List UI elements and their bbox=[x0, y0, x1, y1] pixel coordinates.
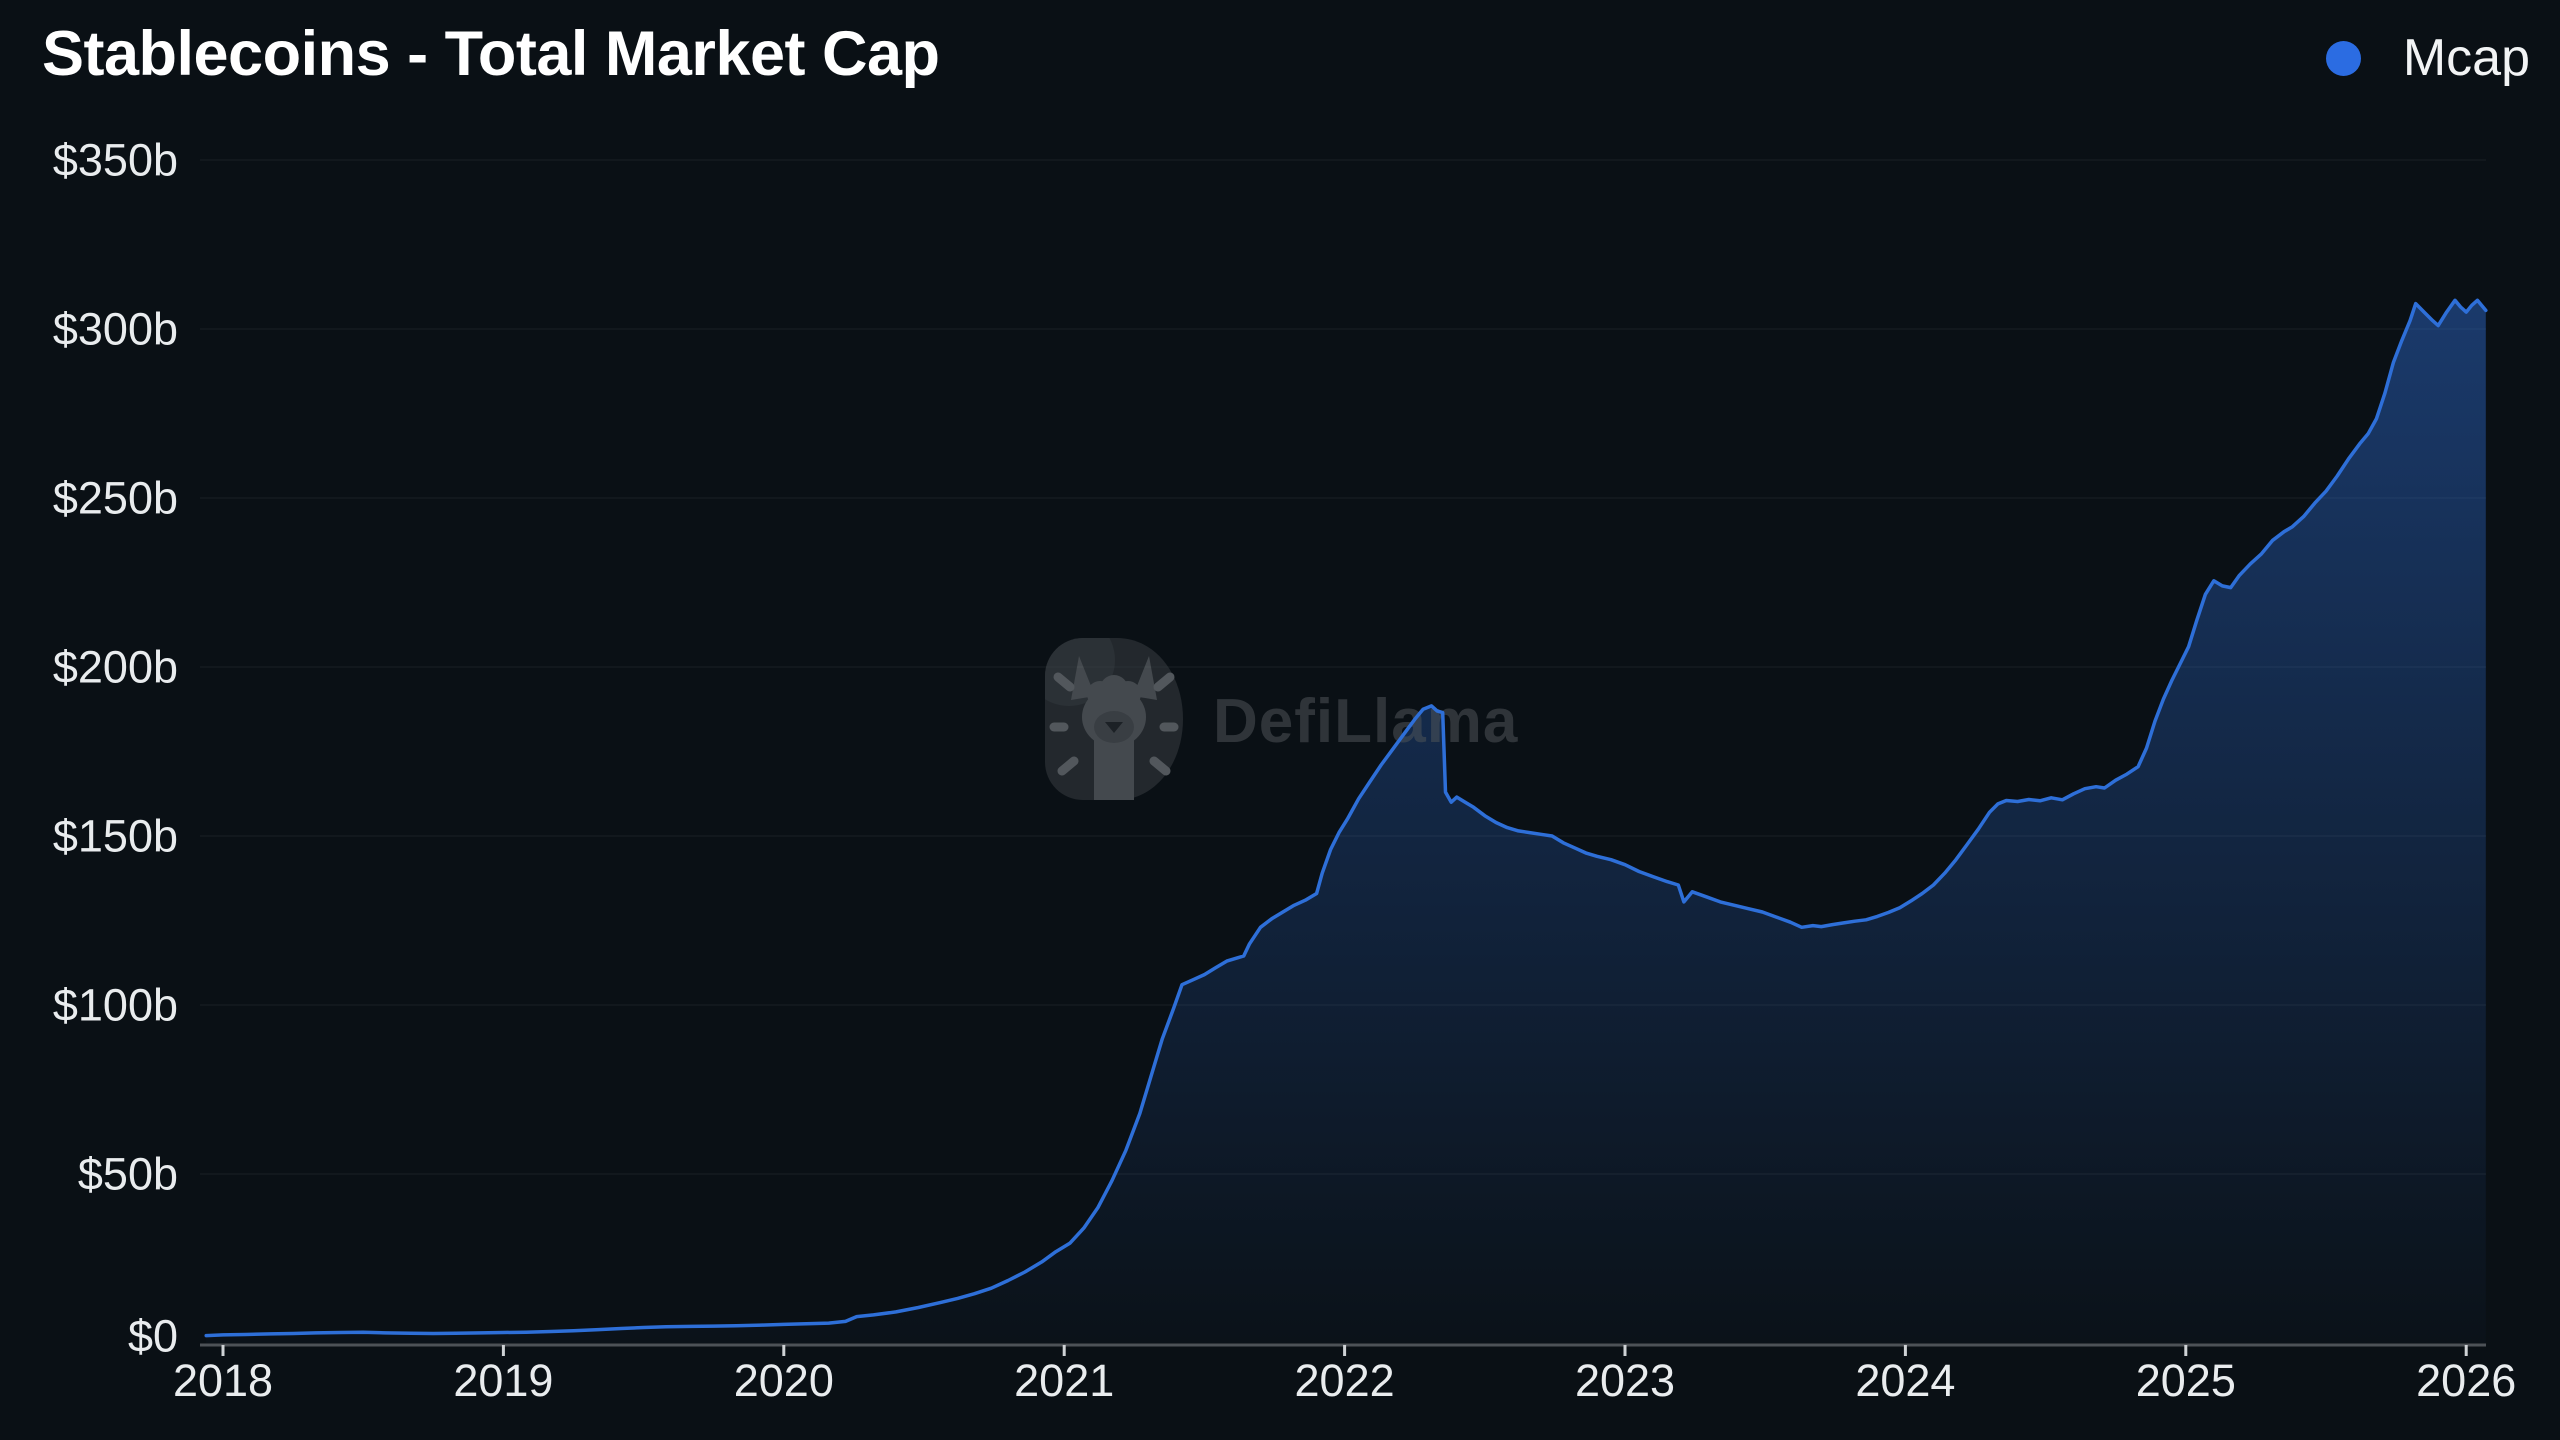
x-axis-label-2026: 2026 bbox=[2416, 1355, 2516, 1406]
y-axis-labels: $0 $50b $100b $150b $200b $250b $300b $350b bbox=[53, 135, 178, 1362]
x-axis-ticks bbox=[221, 1345, 2468, 1356]
y-axis-label-100: $100b bbox=[53, 980, 178, 1031]
legend-label: Mcap bbox=[2402, 29, 2530, 87]
y-axis-label-50: $50b bbox=[78, 1149, 178, 1200]
legend-dot-icon bbox=[2325, 40, 2361, 76]
x-axis-label-2024: 2024 bbox=[1855, 1355, 1955, 1406]
x-axis-label-2020: 2020 bbox=[734, 1355, 834, 1406]
x-axis-label-2022: 2022 bbox=[1295, 1355, 1395, 1406]
defillama-watermark: DefiLlama bbox=[1045, 638, 1518, 800]
y-axis-label-350: $350b bbox=[53, 135, 178, 186]
llama-icon bbox=[1049, 656, 1179, 800]
legend-mcap[interactable]: Mcap bbox=[2325, 26, 2530, 90]
x-axis-label-2023: 2023 bbox=[1575, 1355, 1675, 1406]
page-title: Stablecoins - Total Market Cap bbox=[42, 19, 940, 89]
y-axis-label-250: $250b bbox=[53, 473, 178, 524]
y-axis-label-300: $300b bbox=[53, 304, 178, 355]
x-axis-labels: 2018 2019 2020 2021 2022 2023 2024 2025 2026 bbox=[173, 1355, 2516, 1406]
y-axis-label-200: $200b bbox=[53, 642, 178, 693]
y-axis-label-150: $150b bbox=[53, 811, 178, 862]
x-axis-label-2021: 2021 bbox=[1014, 1355, 1114, 1406]
mcap-line bbox=[204, 298, 2488, 1338]
x-axis-label-2019: 2019 bbox=[453, 1355, 553, 1406]
x-axis-label-2018: 2018 bbox=[173, 1355, 273, 1406]
y-axis-label-0: $0 bbox=[128, 1311, 178, 1362]
watermark-text: DefiLlama bbox=[1213, 687, 1518, 756]
x-axis-label-2025: 2025 bbox=[2136, 1355, 2236, 1406]
